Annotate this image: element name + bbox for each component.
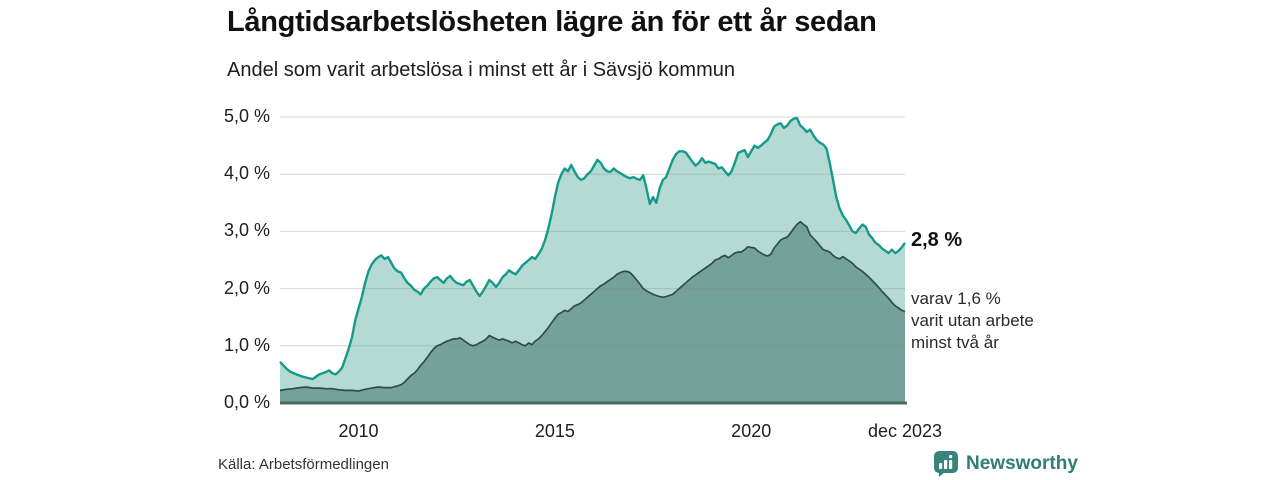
x-tick-label: 2020 (731, 421, 772, 441)
y-tick-label: 4,0 % (223, 163, 270, 183)
newsworthy-wordmark: Newsworthy (966, 452, 1078, 474)
y-tick-label: 3,0 % (223, 220, 270, 240)
newsworthy-logo: Newsworthy (933, 450, 1078, 477)
subset-annotation-line: varav 1,6 % (911, 289, 1001, 308)
y-tick-label: 5,0 % (223, 106, 270, 126)
x-tick-label: dec 2023 (867, 421, 943, 441)
newsworthy-bar-chart-bubble-icon (933, 450, 959, 477)
subset-value-annotation: varav 1,6 % varit utan arbete minst två … (911, 288, 1034, 354)
x-tick-label: 2010 (338, 421, 379, 441)
page-title: Långtidsarbetslösheten lägre än för ett … (227, 6, 877, 38)
total-value-annotation: 2,8 % (911, 229, 963, 251)
page-subtitle: Andel som varit arbetslösa i minst ett å… (227, 59, 735, 81)
source-attribution: Källa: Arbetsförmedlingen (218, 456, 389, 473)
y-tick-label: 2,0 % (223, 278, 270, 298)
subset-annotation-line: varit utan arbete (911, 311, 1034, 330)
x-tick-label: 2015 (534, 421, 575, 441)
subset-annotation-line: minst två år (911, 333, 999, 352)
y-tick-label: 0,0 % (223, 392, 270, 412)
area-chart (279, 116, 907, 405)
y-tick-label: 1,0 % (223, 335, 270, 355)
